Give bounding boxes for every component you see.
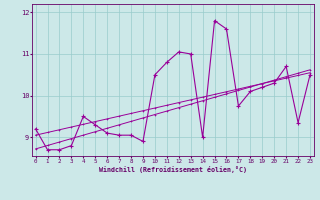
X-axis label: Windchill (Refroidissement éolien,°C): Windchill (Refroidissement éolien,°C) xyxy=(99,166,247,173)
